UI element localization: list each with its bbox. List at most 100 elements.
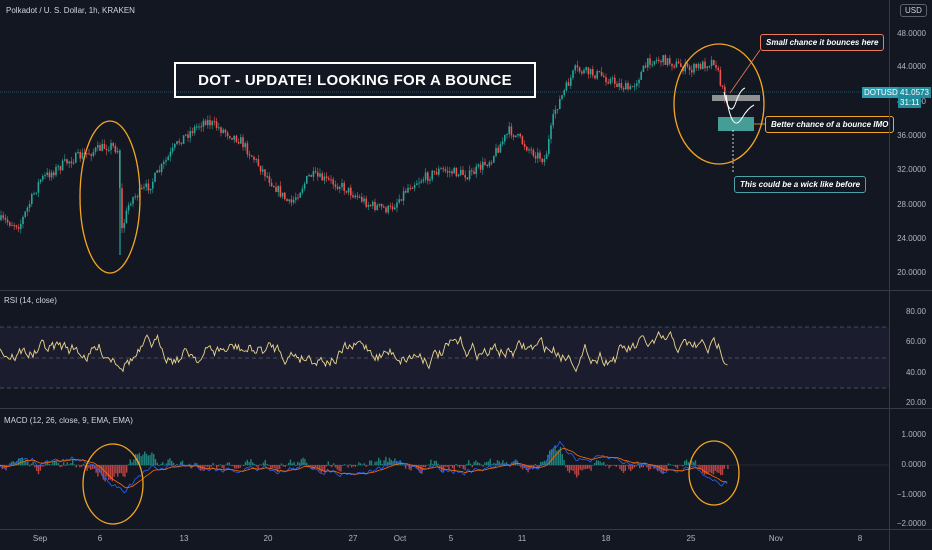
candle [105,148,108,151]
macd-pane[interactable]: MACD (12, 26, close, 9, EMA, EMA) [0,409,890,529]
candle [592,68,594,76]
macd-histogram-bar [36,465,38,471]
macd-histogram-bar [383,460,385,466]
price-chart[interactable] [0,0,890,290]
macd-histogram-bar [595,460,598,466]
candle [13,225,15,227]
macd-histogram-bar [243,465,245,466]
candle [145,183,147,187]
currency-button[interactable]: USD [900,4,927,17]
macd-histogram-bar [644,463,646,466]
rsi-line [0,330,728,373]
macd-histogram-bar [435,460,437,466]
pane-separator[interactable] [0,290,932,291]
rsi-chart[interactable] [0,291,890,408]
macd-histogram-bar [259,464,261,466]
macd-histogram-bar [574,465,576,475]
candle [167,156,169,161]
candle [312,171,315,177]
candle [332,179,334,185]
macd-histogram-bar [316,465,319,469]
candle [77,152,79,154]
macd-histogram-bar [10,461,13,466]
candle [182,135,185,144]
macd-histogram-bar [356,465,358,466]
candle [633,85,636,87]
macd-histogram-bar [268,465,270,467]
macd-histogram-bar [514,459,517,466]
candle [6,219,9,223]
macd-histogram-bar [158,465,160,466]
candle [9,222,11,226]
macd-histogram-bar [639,465,641,469]
macd-histogram-bar [349,464,351,466]
macd-histogram-bar [437,463,439,466]
macd-histogram-bar [163,465,166,466]
macd-histogram-bar [160,463,162,466]
macd-histogram-bar [18,458,20,466]
time-tick: 8 [857,534,863,543]
macd-histogram-bar [109,465,112,480]
macd-histogram-bar [223,465,225,470]
macd-histogram-bar [70,463,72,466]
macd-histogram-bar [601,462,603,466]
macd-histogram-bar [187,464,189,466]
rsi-pane[interactable]: RSI (14, close) [0,291,890,408]
candle [343,182,345,191]
candle [59,166,62,171]
candle [486,164,488,166]
candle [204,120,207,126]
macd-histogram-bar [7,465,9,466]
macd-histogram-bar [568,465,571,473]
candle [506,133,508,135]
macd-histogram-bar [558,449,560,466]
macd-chart[interactable] [0,409,890,529]
candle [695,63,697,68]
macd-histogram-bar [61,465,63,467]
macd-histogram-bar [453,465,455,471]
macd-histogram-bar [27,461,29,466]
candle [680,63,682,67]
macd-histogram-bar [322,465,324,471]
macd-histogram-bar [374,461,376,466]
candle [515,135,517,138]
candle [512,135,515,138]
candle [226,132,229,137]
candle [112,143,114,146]
candle [325,176,328,179]
candle [611,77,614,80]
price-tick: 32.0000 [897,165,926,174]
macd-histogram-bar [522,465,524,470]
candle [464,175,466,178]
candle [721,85,724,87]
macd-histogram-bar [451,465,454,469]
macd-histogram-bar [99,465,101,473]
candle [521,136,524,144]
candle [251,155,253,157]
macd-histogram-bar [615,465,617,467]
macd-histogram-bar [318,465,320,471]
candle [497,147,499,153]
macd-histogram-bar [347,465,349,468]
candle [704,61,706,69]
macd-histogram-bar [673,465,675,466]
pane-separator[interactable] [0,408,932,409]
macd-histogram-bar [527,465,529,473]
candle [677,61,680,64]
candle [627,83,629,90]
candle [286,199,288,202]
macd-histogram-bar [298,462,301,466]
macd-histogram-bar [171,460,173,466]
candle [213,121,216,123]
macd-histogram-bar [513,461,515,466]
macd-tick: 1.0000 [901,430,926,439]
candle [222,129,224,133]
macd-label: MACD (12, 26, close, 9, EMA, EMA) [4,416,133,425]
macd-histogram-bar [327,461,329,466]
macd-histogram-bar [72,459,74,466]
candle [160,163,163,172]
price-pane[interactable]: Polkadot / U. S. Dollar, 1h, KRAKEN DOT … [0,0,895,290]
candle [242,137,244,148]
annotation-circle [673,43,765,165]
candle [193,126,196,134]
